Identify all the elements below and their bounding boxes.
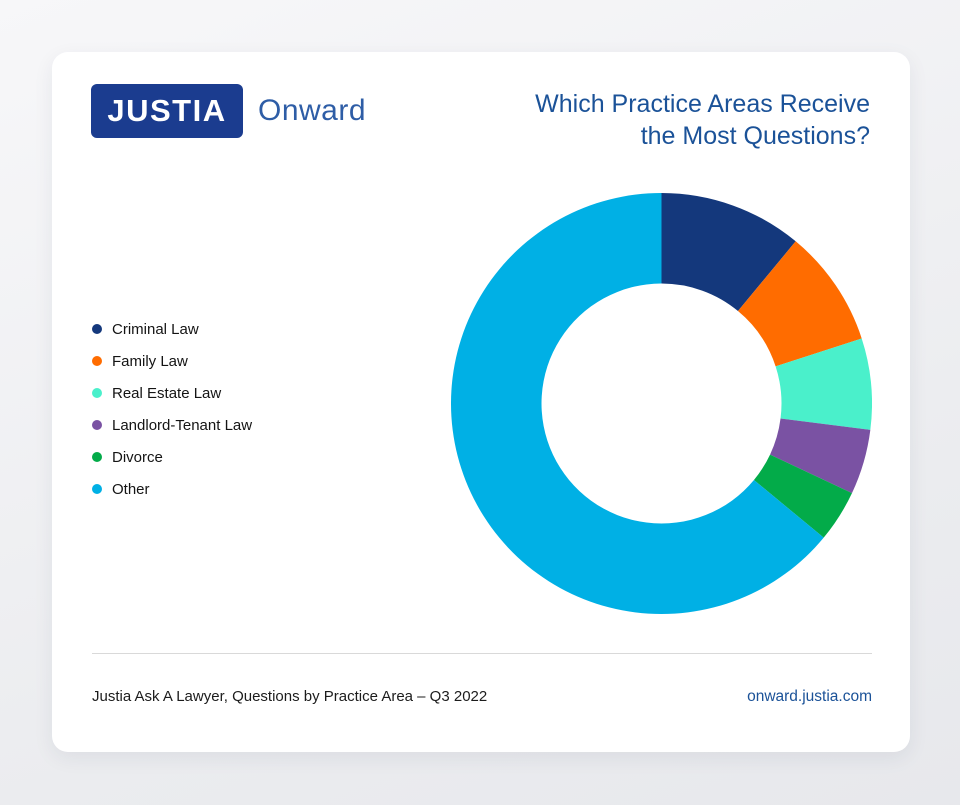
legend-label: Family Law (112, 352, 188, 370)
legend-label: Criminal Law (112, 320, 199, 338)
donut-segment-divorce (753, 454, 852, 538)
legend-dot (92, 420, 102, 430)
justia-logo: JUSTIA (91, 84, 243, 138)
chart-title-line2: the Most Questions? (640, 122, 870, 150)
donut-segment-other (450, 193, 824, 614)
legend-dot (92, 356, 102, 366)
legend-item-family-law: Family Law (92, 345, 252, 377)
infographic-card: JUSTIA Onward Which Practice Areas Recei… (52, 52, 910, 752)
legend-item-divorce: Divorce (92, 441, 252, 473)
legend-label: Real Estate Law (112, 384, 222, 402)
chart-title: Which Practice Areas Receive the Most Qu… (535, 88, 870, 152)
legend-dot (92, 324, 102, 334)
legend-label: Landlord-Tenant Law (112, 416, 253, 434)
legend-dot (92, 452, 102, 462)
footer-source-text: Justia Ask A Lawyer, Questions by Practi… (92, 688, 488, 705)
legend-item-other: Other (92, 473, 252, 505)
footer-link[interactable]: onward.justia.com (747, 688, 872, 705)
footer-divider (92, 653, 872, 654)
onward-logo-text: Onward (258, 94, 367, 127)
donut-segment-real-estate-law (775, 338, 873, 430)
legend-label: Other (112, 480, 150, 498)
legend-item-real-estate-law: Real Estate Law (92, 377, 252, 409)
chart-legend: Criminal Law Family Law Real Estate Law … (92, 313, 252, 505)
donut-segment-landlord-tenant-law (770, 418, 871, 494)
donut-segment-criminal-law (661, 193, 796, 312)
donut-chart-svg (450, 193, 873, 614)
chart-title-line1: Which Practice Areas Receive (535, 90, 870, 118)
footer: Justia Ask A Lawyer, Questions by Practi… (92, 688, 872, 706)
legend-dot (92, 388, 102, 398)
legend-item-landlord-tenant-law: Landlord-Tenant Law (92, 409, 252, 441)
donut-segment-family-law (737, 241, 862, 367)
donut-chart (450, 193, 873, 614)
legend-item-criminal-law: Criminal Law (92, 313, 252, 345)
legend-label: Divorce (112, 448, 163, 466)
legend-dot (92, 484, 102, 494)
justia-logo-text: JUSTIA (107, 93, 227, 128)
